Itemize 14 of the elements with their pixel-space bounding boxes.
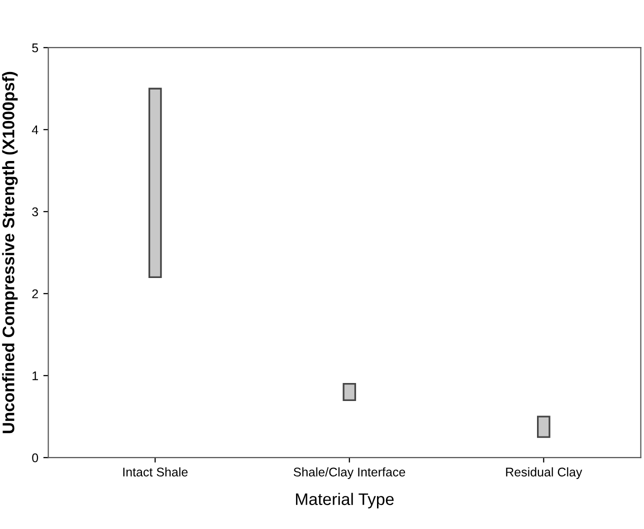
y-tick-label: 5 bbox=[32, 44, 38, 52]
y-tick-label: 1 bbox=[32, 372, 38, 380]
bar bbox=[342, 382, 356, 402]
y-axis-title: Unconfined Compressive Strength (X1000psf) bbox=[2, 72, 18, 434]
bar bbox=[536, 416, 550, 438]
y-tick-label: 4 bbox=[32, 126, 38, 134]
x-tick-label: Shale/Clay Interface bbox=[294, 467, 406, 479]
y-tick-label: 2 bbox=[32, 289, 38, 298]
bar bbox=[148, 88, 162, 278]
y-tick-label: 0 bbox=[32, 453, 38, 462]
x-axis-title: Material Type bbox=[296, 492, 394, 508]
y-tick-label: 3 bbox=[32, 207, 38, 216]
x-tick-label: Residual Clay bbox=[506, 467, 582, 479]
x-tick-label: Intact Shale bbox=[123, 467, 188, 476]
